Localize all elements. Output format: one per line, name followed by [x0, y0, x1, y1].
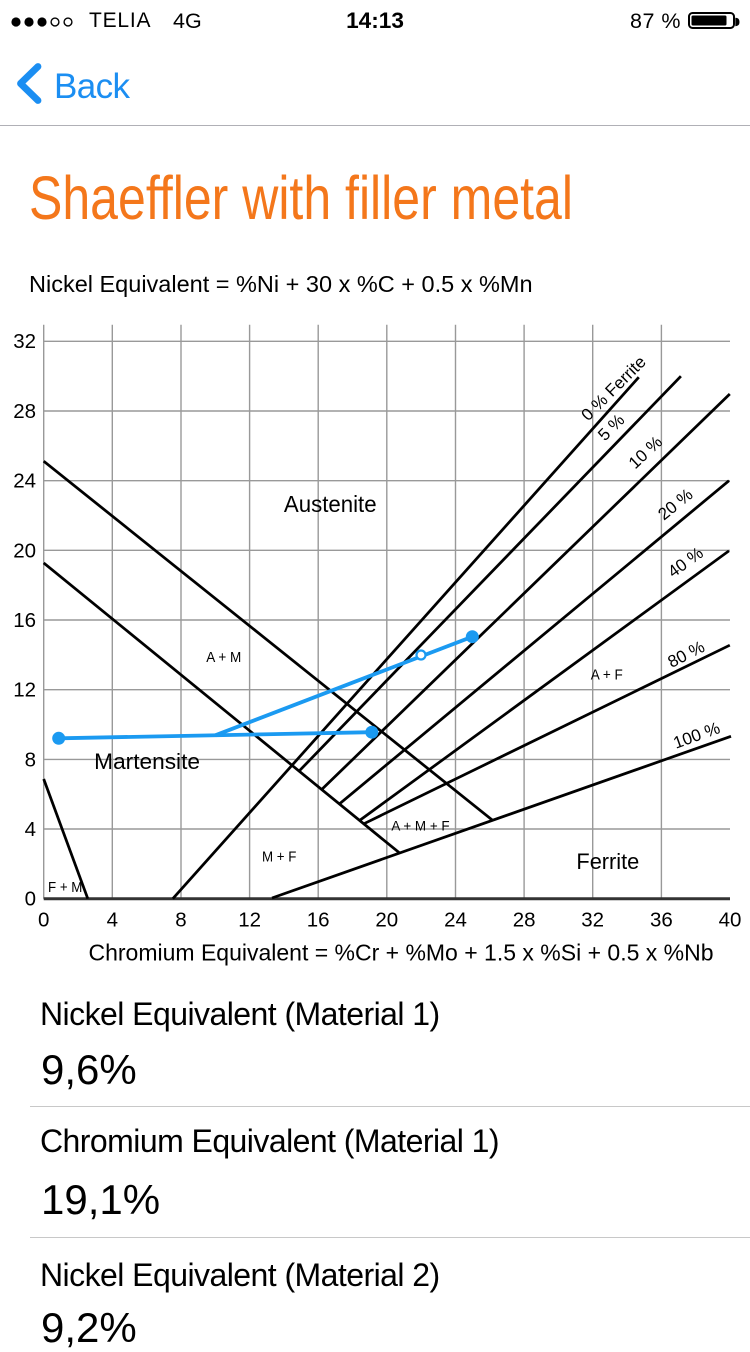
- svg-text:28: 28: [13, 400, 36, 423]
- svg-text:4: 4: [25, 818, 36, 841]
- svg-text:36: 36: [650, 909, 673, 932]
- svg-text:24: 24: [13, 470, 36, 493]
- svg-text:20: 20: [13, 539, 36, 562]
- svg-text:4: 4: [107, 909, 118, 932]
- svg-text:A + M + F: A + M + F: [391, 819, 449, 834]
- svg-text:20: 20: [375, 909, 398, 932]
- svg-text:M + F: M + F: [262, 849, 296, 866]
- svg-text:A + M: A + M: [206, 649, 241, 666]
- svg-text:12: 12: [13, 679, 36, 702]
- svg-text:Chromium Equivalent = %Cr + %M: Chromium Equivalent = %Cr + %Mo + 1.5 x …: [89, 940, 714, 966]
- svg-text:A + F: A + F: [591, 667, 623, 684]
- svg-text:Martensite: Martensite: [94, 749, 200, 774]
- svg-text:8: 8: [175, 909, 186, 932]
- svg-text:10 %: 10 %: [625, 432, 666, 472]
- svg-text:0: 0: [38, 909, 49, 932]
- svg-text:28: 28: [513, 909, 536, 932]
- svg-text:16: 16: [13, 609, 36, 632]
- svg-text:8: 8: [25, 748, 36, 771]
- svg-text:Austenite: Austenite: [284, 491, 377, 517]
- svg-text:24: 24: [444, 909, 467, 932]
- svg-text:F + M: F + M: [48, 879, 82, 896]
- svg-text:32: 32: [581, 909, 604, 932]
- svg-text:12: 12: [238, 909, 261, 932]
- svg-text:0: 0: [25, 888, 36, 911]
- svg-text:16: 16: [307, 909, 330, 932]
- svg-text:32: 32: [13, 330, 36, 353]
- svg-text:40 %: 40 %: [664, 543, 707, 581]
- svg-text:Ferrite: Ferrite: [576, 849, 639, 874]
- svg-text:40: 40: [719, 909, 742, 932]
